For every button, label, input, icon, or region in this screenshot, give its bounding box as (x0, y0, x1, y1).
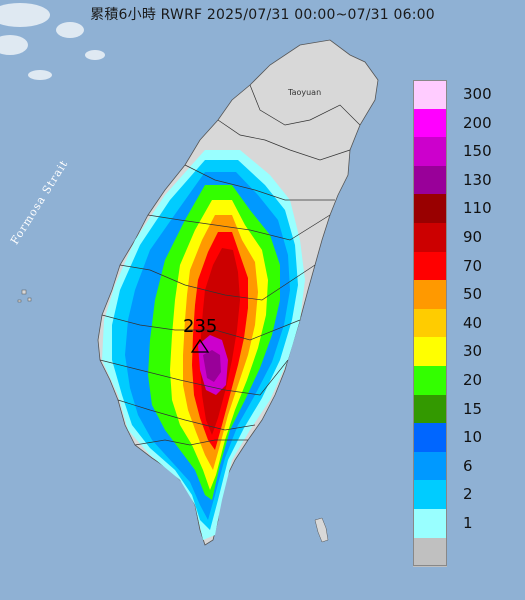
max-value-label: 235 (183, 316, 218, 337)
legend-swatch (413, 480, 447, 510)
legend-label: 90 (463, 228, 483, 246)
legend-swatch (413, 537, 447, 567)
legend-swatch (413, 108, 447, 138)
legend-frame (413, 80, 447, 567)
legend-label: 15 (463, 399, 483, 418)
map-title: 累積6小時 RWRF 2025/07/31 00:00~07/31 06:00 (90, 7, 435, 23)
legend-swatch (413, 80, 447, 110)
legend-swatch (413, 394, 447, 424)
legend-label: 150 (463, 142, 492, 161)
legend-label: 20 (463, 371, 483, 389)
cloud-patches (0, 3, 105, 80)
legend-swatch (413, 280, 447, 310)
legend-label: 130 (463, 170, 492, 189)
legend-swatch (413, 337, 447, 367)
legend-label: 6 (463, 456, 473, 475)
legend-label: 70 (463, 256, 483, 275)
legend-swatch (413, 165, 447, 195)
legend-label: 50 (463, 285, 483, 304)
legend-swatch (413, 423, 447, 453)
legend-label: 1 (463, 514, 473, 532)
legend-label: 200 (463, 113, 492, 132)
legend-swatch (413, 194, 447, 224)
legend-swatch (413, 223, 447, 253)
legend-swatch (413, 451, 447, 481)
legend-label: 2 (463, 485, 473, 504)
legend-label: 30 (463, 342, 483, 361)
small-islands (17, 289, 329, 543)
legend-label: 300 (463, 85, 492, 103)
legend-swatch (413, 366, 447, 396)
legend-label: 110 (463, 199, 492, 218)
legend-swatch (413, 137, 447, 167)
county-boundaries (99, 84, 361, 446)
city-label: Taoyuan (288, 88, 322, 97)
legend-swatch (413, 308, 447, 338)
legend-label: 40 (463, 313, 483, 332)
max-value-marker (190, 338, 210, 353)
legend-swatch (413, 509, 447, 539)
legend-swatch (413, 251, 447, 281)
legend-label: 10 (463, 428, 483, 447)
